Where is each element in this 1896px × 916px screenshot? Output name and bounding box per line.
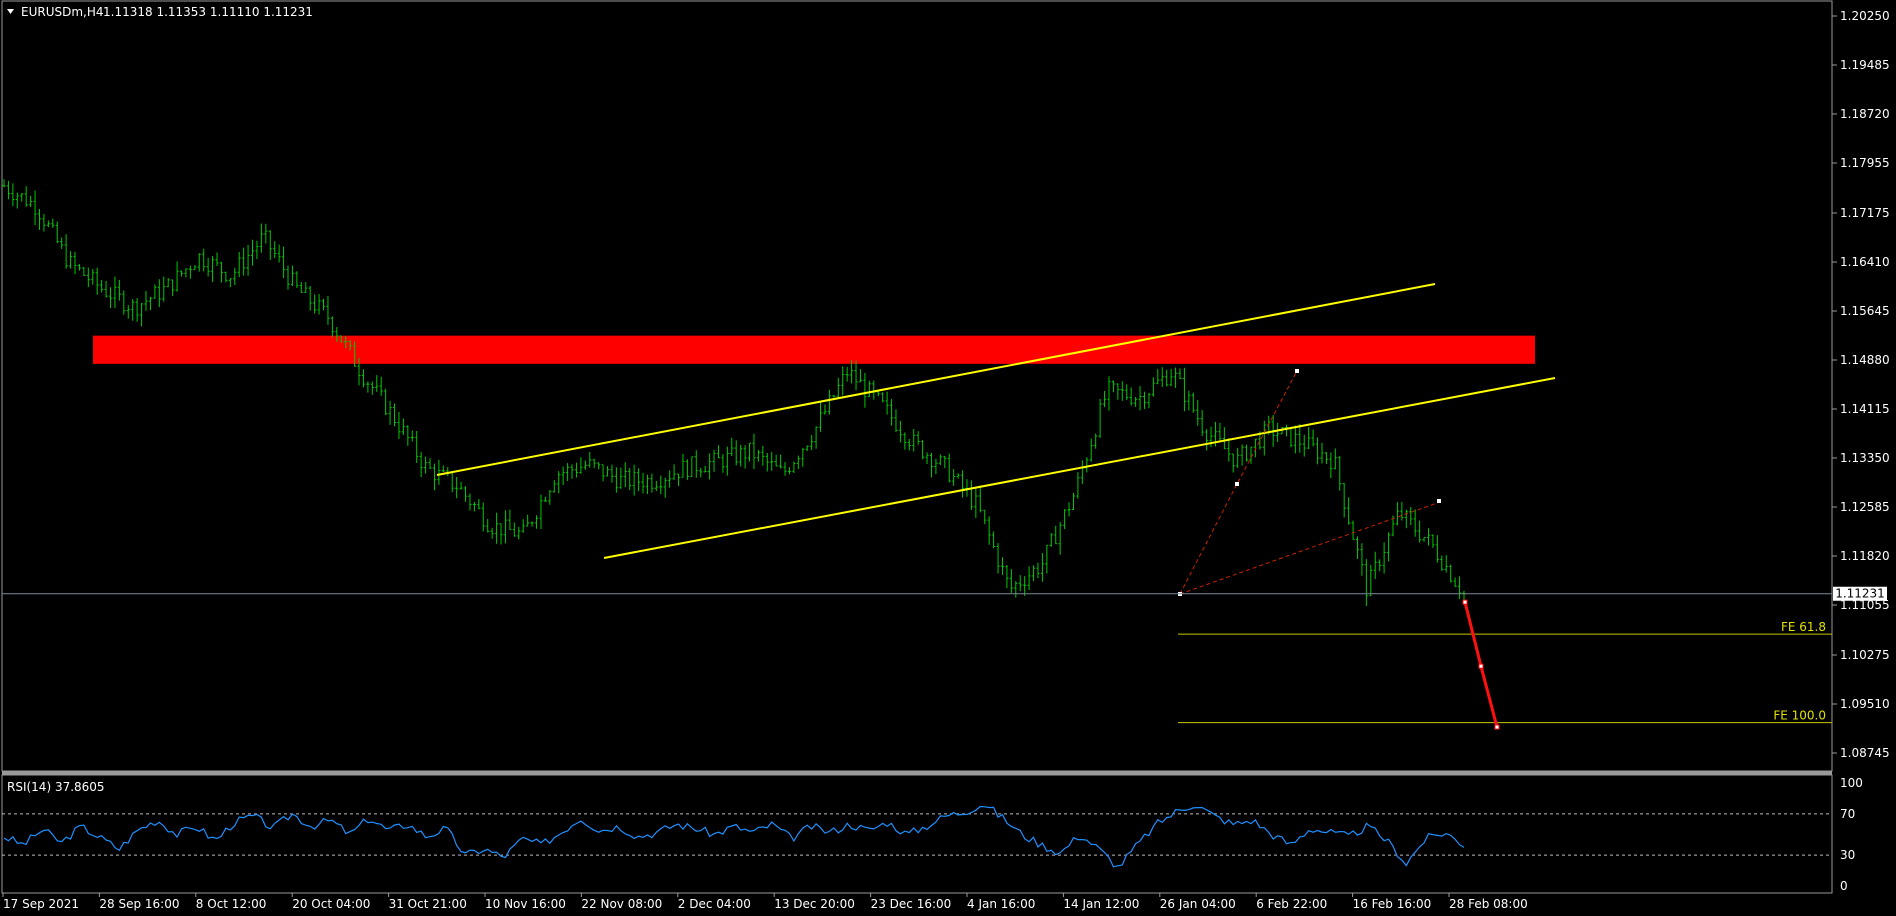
- symbol-label: EURUSDm,H4: [21, 5, 104, 19]
- current-price-label: 1.11231: [1835, 587, 1885, 601]
- fibo-anchor-c[interactable]: [1295, 369, 1299, 373]
- fibo-anchor-d[interactable]: [1437, 499, 1441, 503]
- time-tick-label: 28 Feb 08:00: [1449, 897, 1528, 911]
- time-tick-label: 4 Jan 16:00: [967, 897, 1035, 911]
- time-tick-label: 17 Sep 2021: [3, 897, 79, 911]
- time-tick-label: 31 Oct 21:00: [389, 897, 467, 911]
- price-tick-label: 1.14880: [1840, 353, 1890, 367]
- time-tick-label: 13 Dec 20:00: [774, 897, 855, 911]
- rsi-tick-label: 100: [1840, 776, 1863, 790]
- price-tick-label: 1.11055: [1840, 598, 1890, 612]
- price-tick-label: 1.20250: [1840, 9, 1890, 23]
- price-tick-label: 1.19485: [1840, 58, 1890, 72]
- price-tick-label: 1.11820: [1840, 549, 1890, 563]
- price-tick-label: 1.13350: [1840, 451, 1890, 465]
- resistance-zone[interactable]: [93, 335, 1535, 364]
- price-tick-label: 1.17955: [1840, 156, 1890, 170]
- ohlc-label: 1.11318 1.11353 1.11110 1.11231: [103, 5, 313, 19]
- price-tick-label: 1.16410: [1840, 255, 1890, 269]
- rsi-tick-label: 0: [1840, 879, 1848, 893]
- channel-upper-line[interactable]: [436, 283, 1436, 476]
- price-series: [2, 179, 1466, 607]
- time-axis: 17 Sep 2021 28 Sep 16:00 8 Oct 12:00 20 Oct…: [2, 893, 1528, 911]
- price-tick-label: 1.17175: [1840, 206, 1890, 220]
- price-tick-label: 1.09510: [1840, 697, 1890, 711]
- price-tick-label: 1.18720: [1840, 107, 1890, 121]
- fe-61-8-label: FE 61.8: [1781, 620, 1826, 634]
- current-price-box: [1833, 586, 1887, 601]
- projection-point: [1494, 724, 1500, 730]
- rsi-header: RSI(14) 37.8605: [7, 780, 105, 794]
- price-tick-label: 1.10275: [1840, 648, 1890, 662]
- rsi-axis: 100 70 30 0: [1840, 776, 1863, 893]
- time-tick-label: 22 Nov 08:00: [581, 897, 662, 911]
- projection-point: [1478, 663, 1484, 669]
- projection-points: [1462, 599, 1500, 730]
- time-tick-label: 20 Oct 04:00: [292, 897, 370, 911]
- time-tick-label: 6 Feb 22:00: [1256, 897, 1327, 911]
- fibo-anchor-b[interactable]: [1235, 482, 1239, 486]
- time-tick-label: 16 Feb 16:00: [1353, 897, 1432, 911]
- time-tick-label: 28 Sep 16:00: [99, 897, 179, 911]
- time-tick-label: 14 Jan 12:00: [1063, 897, 1139, 911]
- time-tick-label: 8 Oct 12:00: [196, 897, 267, 911]
- projection-point: [1462, 599, 1468, 605]
- time-tick-label: 10 Nov 16:00: [485, 897, 566, 911]
- price-tick-label: 1.12585: [1840, 500, 1890, 514]
- rsi-line: [3, 805, 1465, 868]
- price-tick-label: 1.14115: [1840, 402, 1890, 416]
- time-tick-label: 26 Jan 04:00: [1160, 897, 1236, 911]
- time-tick-label: 23 Dec 16:00: [871, 897, 952, 911]
- price-pane-frame: [1, 0, 1833, 772]
- rsi-tick-label: 70: [1840, 807, 1855, 821]
- price-tick-label: 1.08745: [1840, 746, 1890, 760]
- price-axis: 1.20250 1.19485 1.18720 1.17955 1.17175 1.164…: [1832, 9, 1890, 760]
- fe-100-label: FE 100.0: [1773, 709, 1826, 723]
- time-tick-label: 2 Dec 04:00: [678, 897, 751, 911]
- rsi-pane-frame: [1, 774, 1833, 894]
- channel-lower-line[interactable]: [603, 377, 1556, 559]
- rsi-tick-label: 30: [1840, 848, 1855, 862]
- chart-menu-arrow-icon[interactable]: [7, 9, 14, 14]
- fibo-leg-2[interactable]: [1179, 501, 1441, 595]
- price-tick-label: 1.15645: [1840, 304, 1890, 318]
